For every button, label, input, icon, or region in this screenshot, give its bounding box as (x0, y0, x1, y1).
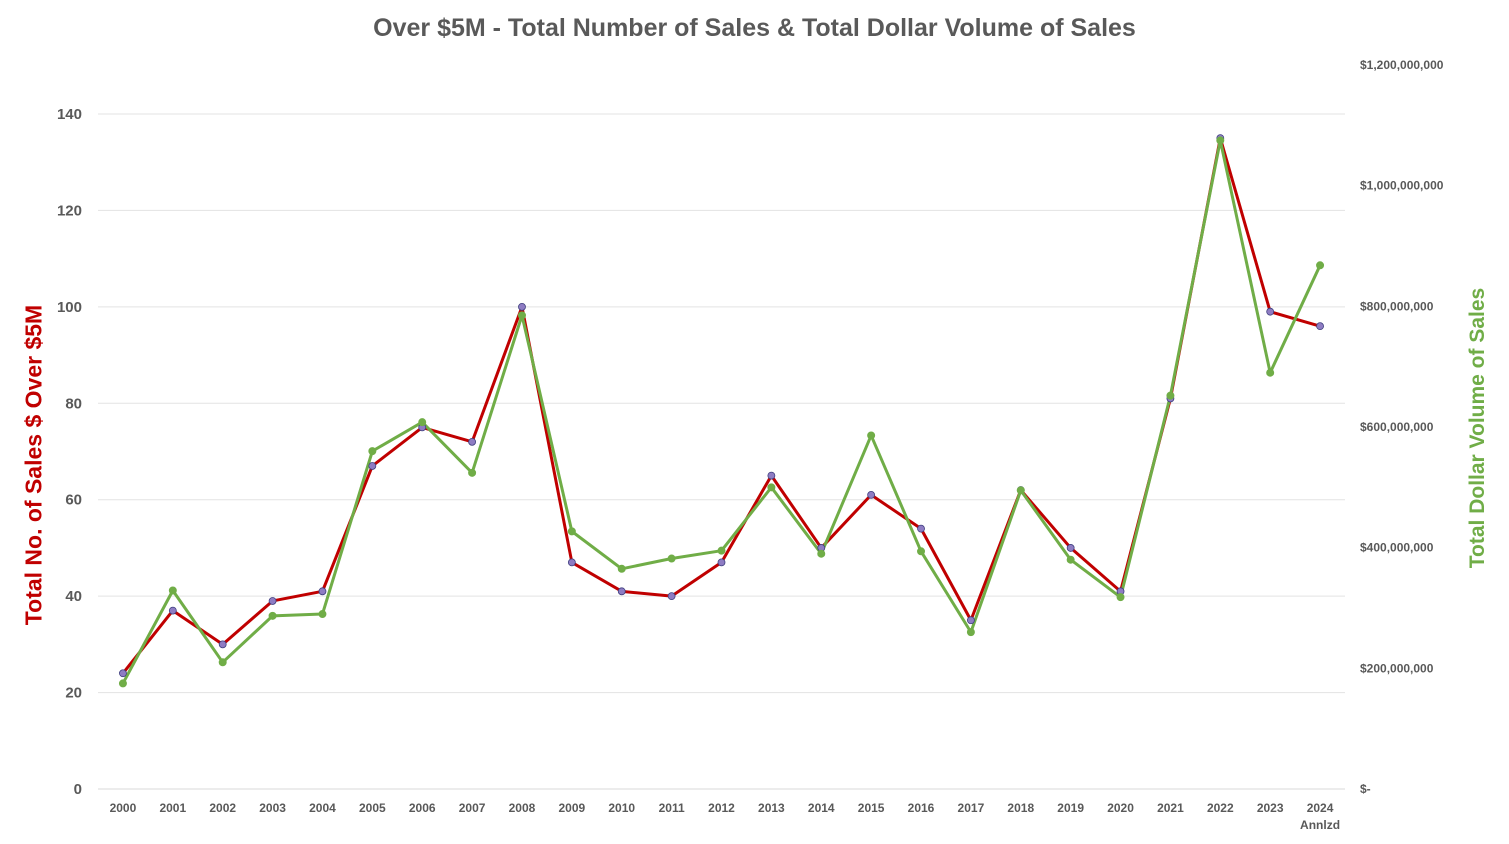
data-point-dollar-volume (767, 483, 776, 492)
data-point-dollar-volume (1266, 368, 1275, 377)
y-left-tick-label: 120 (57, 202, 82, 219)
chart-title: Over $5M - Total Number of Sales & Total… (373, 14, 1136, 42)
data-point-dollar-volume (268, 611, 277, 620)
data-point-number-of-sales (318, 587, 327, 596)
data-point-number-of-sales (1316, 322, 1324, 331)
data-point-number-of-sales (867, 490, 876, 499)
y-left-tick-label: 20 (65, 685, 82, 702)
data-point-dollar-volume (567, 527, 576, 536)
data-point-number-of-sales (1266, 307, 1275, 316)
data-point-dollar-volume (1016, 486, 1025, 495)
y-left-tick-label: 60 (65, 492, 82, 509)
x-tick-label: 2020 (1107, 801, 1134, 815)
x-tick-label: 2002 (209, 801, 236, 815)
x-tick-label: 2005 (359, 801, 386, 815)
data-point-dollar-volume (1316, 261, 1325, 270)
x-tick-label: 2000 (110, 801, 137, 815)
data-point-number-of-sales (168, 606, 177, 615)
x-tick-label: 2023 (1257, 801, 1284, 815)
x-tick-label: 2014 (808, 801, 835, 815)
series-line-dollar-volume (121, 138, 1322, 685)
x-tick-label: 2010 (608, 801, 635, 815)
data-point-number-of-sales (967, 616, 975, 625)
series-markers (118, 134, 1325, 688)
data-point-number-of-sales (917, 524, 925, 533)
x-tick-label: 2017 (958, 801, 985, 815)
series-lines (121, 136, 1322, 685)
x-tick-label: 2003 (259, 801, 286, 815)
y-right-tick-label: $800,000,000 (1360, 299, 1434, 313)
y-right-tick-label: $1,200,000,000 (1360, 58, 1444, 72)
data-point-number-of-sales (567, 558, 576, 567)
x-axis-ticks: 2000 2001 2002 2003 2004 2005 2006 2007 2008 2009… (110, 801, 1340, 832)
y-right-tick-label: $- (1360, 782, 1371, 796)
data-point-dollar-volume (1116, 593, 1125, 602)
data-point-dollar-volume (1166, 391, 1175, 400)
data-point-number-of-sales (468, 437, 477, 446)
y-left-tick-label: 40 (65, 588, 82, 605)
data-point-dollar-volume (817, 549, 826, 558)
series-line-number-of-sales (121, 136, 1321, 675)
data-point-number-of-sales (767, 471, 776, 480)
y-left-tick-label: 100 (57, 299, 82, 316)
data-point-dollar-volume (517, 311, 526, 320)
x-tick-label: 2022 (1207, 801, 1234, 815)
data-point-dollar-volume (966, 628, 975, 637)
gridlines (98, 113, 1345, 790)
data-point-dollar-volume (1216, 136, 1225, 145)
x-tick-label: 2013 (758, 801, 785, 815)
data-point-dollar-volume (917, 547, 926, 556)
data-point-number-of-sales (717, 558, 726, 567)
x-tick-label: 2006 (409, 801, 436, 815)
x-tick-label: 2019 (1057, 801, 1084, 815)
y-axis-left-ticks: 0 20 40 60 80 100 120 140 (57, 106, 82, 798)
x-tick-label: 2007 (459, 801, 486, 815)
data-point-dollar-volume (1066, 555, 1075, 564)
x-tick-label: 2009 (559, 801, 586, 815)
data-point-number-of-sales (667, 592, 676, 601)
data-point-number-of-sales (119, 669, 127, 678)
data-point-dollar-volume (418, 418, 427, 427)
data-point-dollar-volume (218, 658, 227, 667)
data-point-dollar-volume (118, 679, 127, 688)
x-tick-label: 2015 (858, 801, 885, 815)
x-tick-label: 2021 (1157, 801, 1184, 815)
y-right-tick-label: $1,000,000,000 (1360, 179, 1444, 193)
x-tick-label: 2016 (908, 801, 935, 815)
x-tick-label: 2008 (509, 801, 536, 815)
x-tick-label: 2011 (659, 801, 685, 815)
y-right-tick-label: $200,000,000 (1360, 661, 1434, 675)
data-point-dollar-volume (667, 554, 676, 563)
x-tick-label: 2012 (708, 801, 735, 815)
data-point-dollar-volume (468, 468, 477, 477)
data-point-dollar-volume (318, 610, 327, 619)
y-right-tick-label: $600,000,000 (1360, 420, 1434, 434)
data-point-dollar-volume (617, 564, 626, 573)
data-point-dollar-volume (867, 431, 876, 440)
data-point-number-of-sales (218, 640, 227, 649)
y-axis-right-ticks: $- $200,000,000 $400,000,000 $600,000,000 $8… (1360, 58, 1444, 796)
x-tick-label: 2018 (1007, 801, 1034, 815)
data-point-dollar-volume (368, 447, 377, 456)
data-point-number-of-sales (617, 587, 626, 596)
data-point-number-of-sales (368, 462, 377, 470)
y-left-tick-label: 0 (74, 781, 82, 798)
x-tick-label: 2001 (159, 801, 186, 815)
data-point-number-of-sales (518, 302, 526, 311)
data-point-number-of-sales (1066, 544, 1075, 552)
x-tick-sublabel: Annlzd (1300, 818, 1340, 832)
data-point-dollar-volume (168, 586, 177, 595)
data-point-number-of-sales (268, 597, 277, 605)
x-tick-label: 2024 (1307, 801, 1334, 815)
data-point-dollar-volume (717, 546, 726, 555)
y-left-tick-label: 80 (65, 395, 82, 412)
y-right-tick-label: $400,000,000 (1360, 541, 1434, 555)
x-tick-label: 2004 (309, 801, 336, 815)
y-left-tick-label: 140 (57, 106, 82, 123)
